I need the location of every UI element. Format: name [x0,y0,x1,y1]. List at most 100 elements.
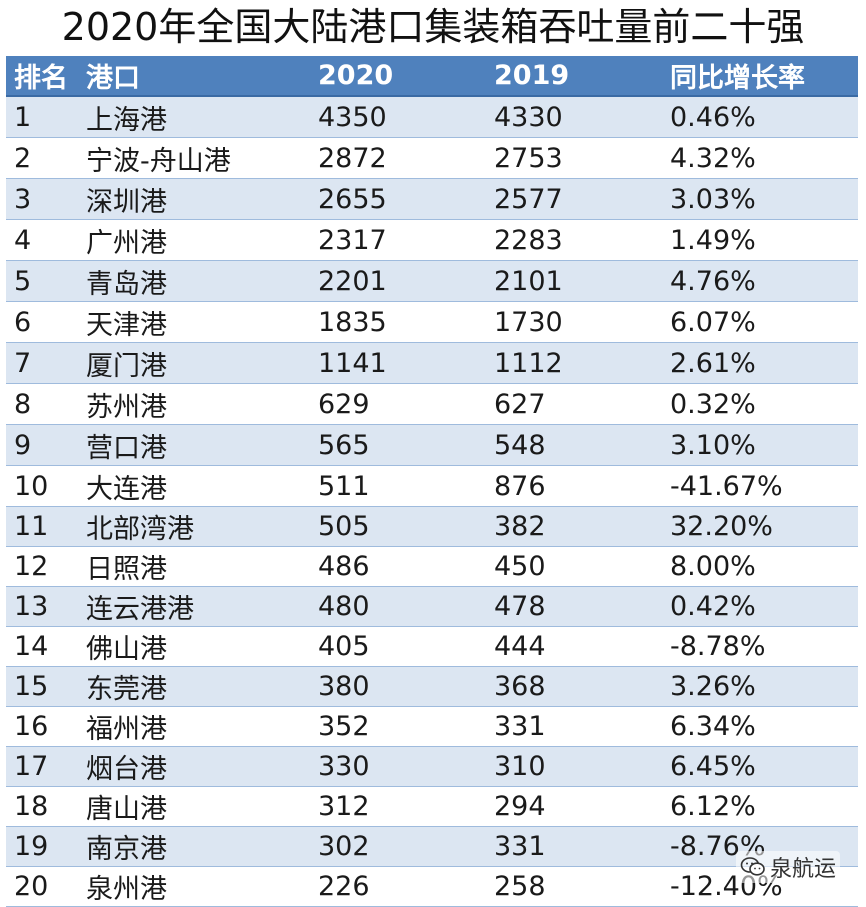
growth-cell: 1.49% [662,219,858,261]
growth-cell: 2.61% [662,342,858,384]
value-2020-cell: 505 [310,506,486,547]
growth-cell: 3.26% [662,666,858,707]
port-cell: 日照港 [78,546,310,587]
table-row: 13 连云港港 480 478 0.42% [6,586,858,627]
growth-cell: -8.78% [662,626,858,667]
rank-cell: 14 [6,626,78,667]
port-cell: 宁波-舟山港 [78,137,310,179]
value-2019-cell: 1112 [486,342,662,384]
port-ranking-table: 排名 港口 2020 2019 同比增长率 1 上海港 4350 4330 0.46% 2 宁波-舟… [6,56,858,907]
rank-cell: 15 [6,666,78,707]
table-row: 17 烟台港 330 310 6.45% [6,746,858,787]
value-2020-cell: 486 [310,546,486,587]
rank-cell: 18 [6,786,78,827]
rank-cell: 9 [6,424,78,466]
value-2020-cell: 330 [310,746,486,787]
value-2019-cell: 2101 [486,260,662,302]
growth-cell: -41.67% [662,465,858,507]
growth-cell: 0.32% [662,383,858,425]
value-2020-cell: 352 [310,706,486,747]
value-2020-cell: 2872 [310,137,486,179]
table-row: 20 泉州港 226 258 -12.40% [6,866,858,907]
port-cell: 厦门港 [78,342,310,384]
header-rank: 排名 [6,56,78,97]
rank-cell: 16 [6,706,78,747]
table-row: 16 福州港 352 331 6.34% [6,706,858,747]
port-cell: 佛山港 [78,626,310,667]
table-row: 18 唐山港 312 294 6.12% [6,786,858,827]
value-2019-cell: 1730 [486,301,662,343]
port-cell: 烟台港 [78,746,310,787]
value-2019-cell: 310 [486,746,662,787]
value-2020-cell: 511 [310,465,486,507]
port-cell: 东莞港 [78,666,310,707]
header-2020: 2020 [310,56,486,97]
value-2020-cell: 2201 [310,260,486,302]
rank-cell: 17 [6,746,78,787]
port-cell: 唐山港 [78,786,310,827]
growth-cell: 6.34% [662,706,858,747]
growth-cell: 6.12% [662,786,858,827]
port-cell: 大连港 [78,465,310,507]
table-row: 7 厦门港 1141 1112 2.61% [6,342,858,384]
growth-cell: 4.76% [662,260,858,302]
wechat-icon [740,856,766,878]
rank-cell: 13 [6,586,78,627]
rank-cell: 7 [6,342,78,384]
value-2020-cell: 2317 [310,219,486,261]
port-cell: 北部湾港 [78,506,310,547]
port-cell: 深圳港 [78,178,310,220]
growth-cell: 6.07% [662,301,858,343]
rank-cell: 1 [6,96,78,138]
table-row: 12 日照港 486 450 8.00% [6,546,858,587]
header-growth: 同比增长率 [662,56,858,97]
value-2019-cell: 331 [486,826,662,867]
table-row: 9 营口港 565 548 3.10% [6,424,858,466]
growth-cell: 6.45% [662,746,858,787]
value-2019-cell: 258 [486,866,662,907]
rank-cell: 11 [6,506,78,547]
value-2019-cell: 478 [486,586,662,627]
growth-cell: 3.03% [662,178,858,220]
table-header-row: 排名 港口 2020 2019 同比增长率 [6,56,858,97]
rank-cell: 12 [6,546,78,587]
page-title: 2020年全国大陆港口集装箱吞吐量前二十强 [61,5,805,49]
rank-cell: 4 [6,219,78,261]
value-2020-cell: 405 [310,626,486,667]
value-2020-cell: 565 [310,424,486,466]
growth-cell: 32.20% [662,506,858,547]
port-cell: 青岛港 [78,260,310,302]
value-2020-cell: 1141 [310,342,486,384]
watermark-text: 泉航运 [769,857,836,882]
rank-cell: 20 [6,866,78,907]
growth-cell: 4.32% [662,137,858,179]
growth-cell: 8.00% [662,546,858,587]
value-2019-cell: 548 [486,424,662,466]
value-2019-cell: 2753 [486,137,662,179]
port-cell: 苏州港 [78,383,310,425]
value-2019-cell: 294 [486,786,662,827]
table-row: 3 深圳港 2655 2577 3.03% [6,178,858,220]
rank-cell: 2 [6,137,78,179]
value-2020-cell: 312 [310,786,486,827]
value-2020-cell: 4350 [310,96,486,138]
value-2019-cell: 2283 [486,219,662,261]
header-port: 港口 [78,56,310,97]
value-2019-cell: 627 [486,383,662,425]
port-cell: 泉州港 [78,866,310,907]
table-row: 6 天津港 1835 1730 6.07% [6,301,858,343]
rank-cell: 10 [6,465,78,507]
port-cell: 上海港 [78,96,310,138]
value-2020-cell: 2655 [310,178,486,220]
rank-cell: 8 [6,383,78,425]
table-row: 8 苏州港 629 627 0.32% [6,383,858,425]
port-cell: 福州港 [78,706,310,747]
table-row: 19 南京港 302 331 -8.76% [6,826,858,867]
port-cell: 营口港 [78,424,310,466]
port-cell: 广州港 [78,219,310,261]
value-2019-cell: 368 [486,666,662,707]
rank-cell: 3 [6,178,78,220]
table-row: 1 上海港 4350 4330 0.46% [6,96,858,138]
table-row: 10 大连港 511 876 -41.67% [6,465,858,507]
growth-cell: 0.46% [662,96,858,138]
